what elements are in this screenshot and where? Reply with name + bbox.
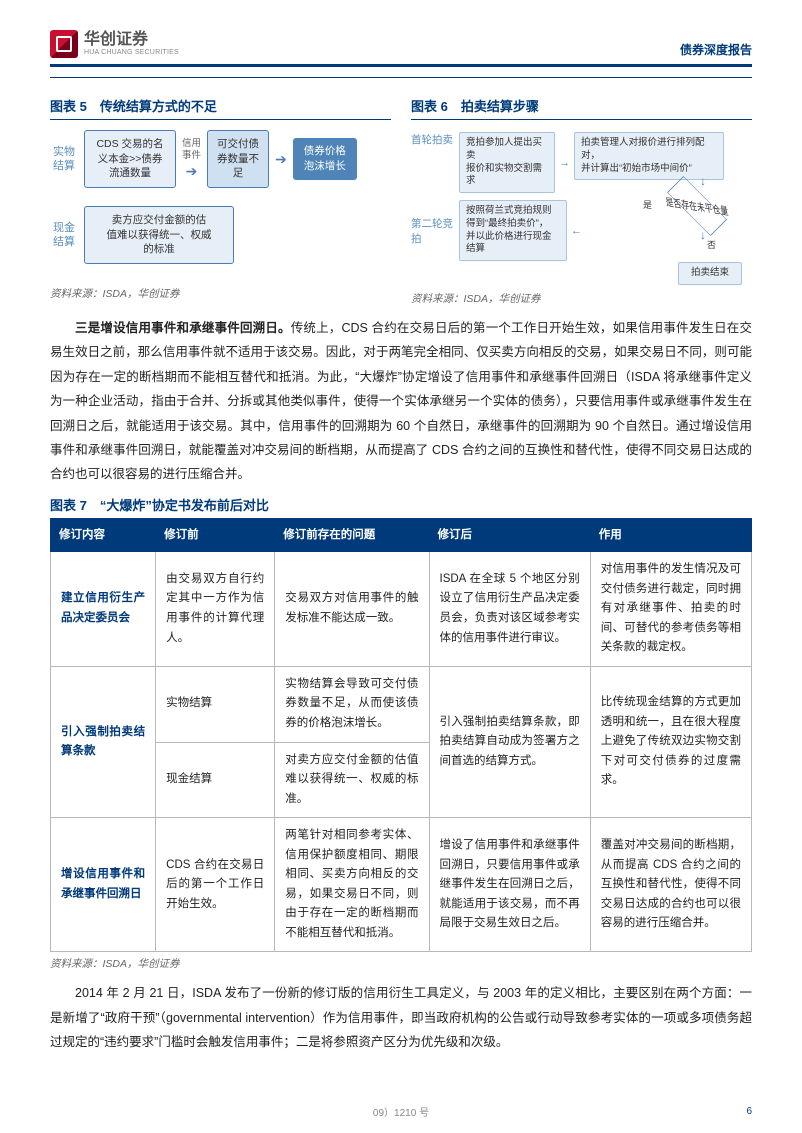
figure-5-body: 实物 结算 CDS 交易的名 义本金>>债券 流通数量 信用 事件 ➔ 可交付债…	[50, 130, 391, 280]
fig5-row1-label: 实物 结算	[50, 145, 78, 174]
header-rule	[50, 77, 752, 78]
fig5-box-bubble: 债券价格 泡沫增长	[293, 138, 357, 179]
t7-r2-c4: 引入强制拍卖结算条款，即拍卖结算自动成为签署方之间首选的结算方式。	[429, 666, 590, 817]
t7-h5: 作用	[590, 519, 751, 552]
figure-5-title: 图表 5 传统结算方式的不足	[50, 96, 391, 120]
fig5-row2-label: 现金 结算	[50, 221, 78, 250]
logo-cn-text: 华创证券	[84, 31, 179, 49]
fig5-box-cds: CDS 交易的名 义本金>>债券 流通数量	[84, 130, 176, 188]
t7-r2b-c2: 现金结算	[156, 742, 275, 818]
logo-mark-icon	[50, 30, 78, 58]
figure-6-body: 首轮拍卖 竞拍参加人提出买卖 报价和实物交割需求 → 拍卖管理人对报价进行排列配…	[411, 130, 752, 285]
t7-r3-c1: 增设信用事件和承继事件回溯日	[51, 818, 156, 952]
t7-r1-c2: 由交易双方自行约定其中一方作为信用事件的计算代理人。	[156, 552, 275, 667]
fig6-box-bid: 竞拍参加人提出买卖 报价和实物交割需求	[459, 132, 555, 193]
t7-r3-c2: CDS 合约在交易日后的第一个工作日开始生效。	[156, 818, 275, 952]
arrow-right-icon: ➔	[275, 151, 287, 168]
t7-r2a-c3: 实物结算会导致可交付债券数量不足，从而使该债券的价格泡沫增长。	[275, 666, 429, 742]
t7-r1-c1: 建立信用衍生产品决定委员会	[51, 552, 156, 667]
logo-en-text: HUA CHUANG SECURITIES	[84, 49, 179, 57]
table-7: 修订内容 修订前 修订前存在的问题 修订后 作用 建立信用衍生产品决定委员会 由…	[50, 519, 752, 953]
figure-5: 图表 5 传统结算方式的不足 实物 结算 CDS 交易的名 义本金>>债券 流通…	[50, 96, 391, 306]
footer-center: 09）1210 号	[373, 1104, 429, 1119]
t7-h1: 修订内容	[51, 519, 156, 552]
fig6-box-end: 拍卖结束	[678, 262, 742, 285]
t7-r2-c5: 比传统现金结算的方式更加透明和统一，且在很大程度上避免了传统双边实物交割下对可交…	[590, 666, 751, 817]
t7-r2-c1: 引入强制拍卖结算条款	[51, 666, 156, 817]
t7-r2a-c2: 实物结算	[156, 666, 275, 742]
t7-h3: 修订前存在的问题	[275, 519, 429, 552]
paragraph-lookback: 三是增设信用事件和承继事件回溯日。传统上，CDS 合约在交易日后的第一个工作日开…	[50, 316, 752, 487]
paragraph-2014: 2014 年 2 月 21 日，ISDA 发布了一份新的修订版的信用衍生工具定义…	[50, 981, 752, 1054]
t7-r3-c5: 覆盖对冲交易间的断档期，从而提高 CDS 合约之间的互换性和替代性，使得不同交易…	[590, 818, 751, 952]
figure-6-source: 资料来源：ISDA，华创证券	[411, 291, 752, 306]
paragraph-lead: 三是增设信用事件和承继事件回溯日。	[75, 321, 291, 335]
table-7-source: 资料来源：ISDA，华创证券	[50, 956, 752, 971]
figures-row: 图表 5 传统结算方式的不足 实物 结算 CDS 交易的名 义本金>>债券 流通…	[50, 96, 752, 306]
table-7-title: 图表 7 “大爆炸”协定书发布前后对比	[50, 495, 752, 519]
t7-h2: 修订前	[156, 519, 275, 552]
page-header: 华创证券 HUA CHUANG SECURITIES 债券深度报告	[50, 30, 752, 67]
arrow-left-icon: ←	[571, 225, 582, 237]
t7-r1-c4: ISDA 在全球 5 个地区分别设立了信用衍生产品决定委员会，负责对该区域参考实…	[429, 552, 590, 667]
footer-page-number: 6	[746, 1106, 752, 1117]
fig5-box-shortage: 可交付债 券数量不 足	[207, 130, 269, 188]
fig5-box-cash: 卖方应交付金额的估 值难以获得统一、权威 的标准	[84, 206, 234, 264]
figure-6: 图表 6 拍卖结算步骤 首轮拍卖 竞拍参加人提出买卖 报价和实物交割需求 → 拍…	[411, 96, 752, 306]
fig6-no-label: 否	[707, 238, 716, 251]
figure-5-source: 资料来源：ISDA，华创证券	[50, 286, 391, 301]
fig6-decision-diamond: 是否存在未平仓量	[646, 185, 748, 227]
t7-r2b-c3: 对卖方应交付金额的估值难以获得统一、权威的标准。	[275, 742, 429, 818]
arrow-right-icon: ➔	[186, 163, 198, 180]
page-footer: 09）1210 号 6	[0, 1104, 802, 1119]
fig5-arrow-label: 信用 事件	[182, 138, 201, 161]
fig6-round2-label: 第二轮竞拍	[411, 216, 455, 246]
t7-h4: 修订后	[429, 519, 590, 552]
t7-r3-c3: 两笔针对相同参考实体、信用保护额度相同、期限相同、买卖方向相反的交易，如果交易日…	[275, 818, 429, 952]
document-type: 债券深度报告	[680, 41, 752, 58]
figure-6-title: 图表 6 拍卖结算步骤	[411, 96, 752, 120]
arrow-right-icon: →	[559, 157, 570, 169]
fig6-box-dutch: 按照荷兰式竞拍规则 得到“最终拍卖价”， 并以此价格进行现金 结算	[459, 200, 567, 261]
logo: 华创证券 HUA CHUANG SECURITIES	[50, 30, 179, 58]
t7-r1-c3: 交易双方对信用事件的触发标准不能达成一致。	[275, 552, 429, 667]
fig6-round1-label: 首轮拍卖	[411, 132, 455, 147]
t7-r1-c5: 对信用事件的发生情况及可交付债务进行裁定，同时拥有对承继事件、拍卖的时间、可替代…	[590, 552, 751, 667]
arrow-down-icon: ↓	[700, 228, 706, 242]
paragraph-rest: 传统上，CDS 合约在交易日后的第一个工作日开始生效，如果信用事件发生日在交易生…	[50, 321, 752, 481]
t7-r3-c4: 增设了信用事件和承继事件回溯日，只要信用事件或承继事件发生在回溯日之后，就能适用…	[429, 818, 590, 952]
